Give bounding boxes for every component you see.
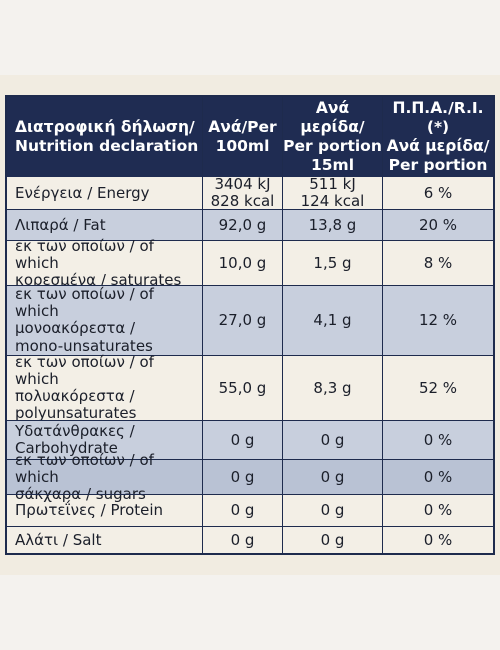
cell-text: 15ml xyxy=(310,156,355,174)
cell-text: εκ των οποίων / of which xyxy=(15,353,154,388)
value-cell: 55,0 g xyxy=(202,355,282,420)
cell-text: Διατροφική δήλωση/ xyxy=(15,118,195,136)
cell-text: 0 g xyxy=(230,467,255,486)
cell-text: Per portion xyxy=(283,137,382,155)
row-label: εκ των οποίων / of which πολυακόρεστα / po… xyxy=(7,353,202,422)
header-cell: Διατροφική δήλωση/Nutrition declaration xyxy=(7,97,202,177)
value-cell: 6 % xyxy=(382,177,493,209)
value-cell: 0 % xyxy=(382,526,493,553)
cell-text: 124 kcal xyxy=(300,192,365,210)
cell-text: 511 kJ xyxy=(309,175,356,193)
value-cell: 13,8 g xyxy=(282,209,382,240)
nutrition-table: Διατροφική δήλωση/Nutrition declaration Α… xyxy=(5,95,495,555)
cell-text: Ανά μερίδα/ xyxy=(300,99,365,136)
header-cell: Ανά/Per 100ml xyxy=(202,97,282,177)
value-cell: 10,0 g xyxy=(202,240,282,285)
value-cell: 1,5 g xyxy=(282,240,382,285)
cell-text: 20 % xyxy=(418,215,458,234)
cell-text: 0 % xyxy=(423,430,453,449)
value-cell: 0 g xyxy=(202,526,282,553)
value-cell: 511 kJ 124 kcal xyxy=(282,175,382,210)
cell-text: 0 g xyxy=(320,530,345,549)
cell-text: Αλάτι / Salt xyxy=(15,530,102,549)
value-cell: 52 % xyxy=(382,355,493,420)
value-cell: 0 g xyxy=(282,526,382,553)
cell-text: 10,0 g xyxy=(218,253,267,272)
cell-text: 3404 kJ xyxy=(214,175,271,193)
cell-text: μονοακόρεστα / xyxy=(15,319,136,338)
cell-text: 1,5 g xyxy=(313,253,352,272)
value-cell: 20 % xyxy=(382,209,493,240)
header-cell: Π.Π.Α./R.I.(*) Ανά μερίδα/Per portion xyxy=(382,97,493,177)
row-label: Υδατάνθρακες / Carbohydrate xyxy=(7,420,202,459)
row-label: εκ των οποίων / of which σάκχαρα / sugars xyxy=(7,451,202,502)
cell-text: κορεσμένα / saturates xyxy=(15,270,182,289)
cell-text: 0 g xyxy=(320,501,345,519)
value-cell: 92,0 g xyxy=(202,209,282,240)
row-label: Λιπαρά / Fat xyxy=(7,209,202,240)
header-cell: Ανά μερίδα/Per portion 15ml xyxy=(282,97,382,177)
value-cell: 0 g xyxy=(282,459,382,494)
cell-text: σάκχαρα / sugars xyxy=(15,484,146,503)
cell-text: polyunsaturates xyxy=(15,404,137,422)
row-label: Ενέργεια / Energy xyxy=(7,177,202,209)
cell-text: εκ των οποίων / of which xyxy=(15,285,154,321)
value-cell: 4,1 g xyxy=(282,285,382,355)
value-cell: 0 g xyxy=(202,494,282,526)
cell-text: Ενέργεια / Energy xyxy=(15,183,150,202)
cell-text: 8,3 g xyxy=(313,378,352,397)
value-cell: 3404 kJ 828 kcal xyxy=(202,175,282,210)
cell-text: πολυακόρεστα / xyxy=(15,387,135,405)
row-label: εκ των οποίων / of which κορεσμένα / satu… xyxy=(7,236,202,288)
value-cell: 0 g xyxy=(202,420,282,459)
cell-text: Ανά/Per xyxy=(208,118,277,136)
cell-text: 0 g xyxy=(320,430,345,449)
cell-text: Λιπαρά / Fat xyxy=(15,215,106,234)
cell-text: Π.Π.Α./R.I.(*) xyxy=(392,99,484,136)
cell-text: 92,0 g xyxy=(218,215,267,234)
cell-text: 0 g xyxy=(230,530,255,549)
cell-text: 0 g xyxy=(320,467,345,486)
row-label: Αλάτι / Salt xyxy=(7,526,202,553)
cell-text: 27,0 g xyxy=(218,311,267,329)
cell-text: Πρωτεΐνες / Protein xyxy=(15,501,164,519)
cell-text: 828 kcal xyxy=(210,192,275,210)
value-cell: 0 % xyxy=(382,459,493,494)
value-cell: 8,3 g xyxy=(282,355,382,420)
cell-text: 6 % xyxy=(423,183,453,202)
cell-text: 13,8 g xyxy=(308,215,357,234)
cell-text: 4,1 g xyxy=(313,311,352,329)
value-cell: 12 % xyxy=(382,285,493,355)
cell-text: 100ml xyxy=(215,137,270,155)
value-cell: 0 g xyxy=(282,420,382,459)
cell-text: 8 % xyxy=(423,253,453,272)
cell-text: 0 g xyxy=(230,430,255,449)
value-cell: 0 g xyxy=(202,459,282,494)
row-label: εκ των οποίων / of which μονοακόρεστα / mo… xyxy=(7,285,202,355)
cell-text: 52 % xyxy=(418,378,458,397)
value-cell: 0 % xyxy=(382,420,493,459)
value-cell: 27,0 g xyxy=(202,285,282,355)
cell-text: 0 g xyxy=(230,501,255,519)
value-cell: 0 g xyxy=(282,494,382,526)
cell-text: Carbohydrate xyxy=(15,439,118,457)
value-cell: 8 % xyxy=(382,240,493,285)
cell-text: εκ των οποίων / of which xyxy=(15,236,154,272)
cell-text: Per portion xyxy=(388,156,488,174)
cell-text: εκ των οποίων / of which xyxy=(15,450,154,486)
cell-text: 0 % xyxy=(423,501,453,519)
cell-text: 55,0 g xyxy=(218,378,267,397)
cell-text: Υδατάνθρακες / xyxy=(15,422,135,440)
value-cell: 0 % xyxy=(382,494,493,526)
cell-text: 12 % xyxy=(418,311,458,329)
cell-text: Ανά μερίδα/ xyxy=(386,137,490,155)
cell-text: Nutrition declaration xyxy=(15,137,199,155)
cell-text: 0 % xyxy=(423,467,453,486)
cell-text: mono-unsaturates xyxy=(15,336,153,355)
cell-text: 0 % xyxy=(423,530,453,549)
row-label: Πρωτεΐνες / Protein xyxy=(7,494,202,526)
